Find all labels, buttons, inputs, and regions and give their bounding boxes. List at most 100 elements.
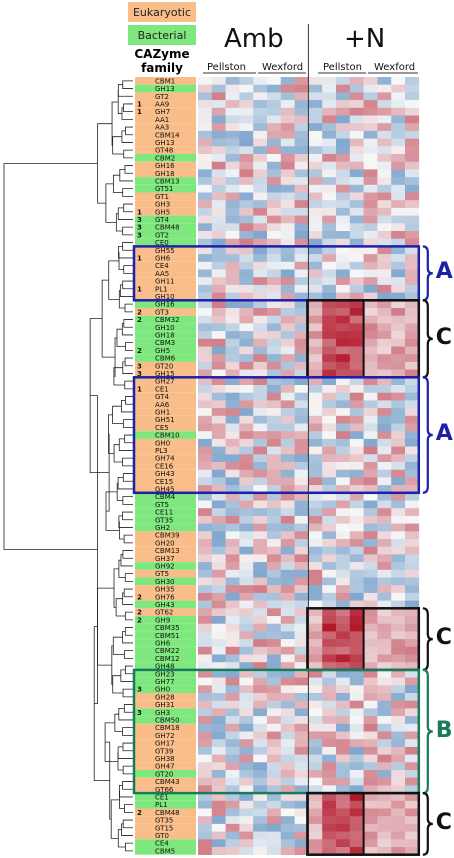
heatmap-cell bbox=[405, 431, 420, 440]
heatmap-cell bbox=[349, 215, 364, 224]
dendrogram-branch bbox=[121, 130, 133, 143]
heatmap-cell bbox=[198, 577, 213, 586]
dendrogram-branch bbox=[125, 342, 133, 351]
family-bg bbox=[135, 592, 196, 601]
heatmap-cell bbox=[377, 385, 392, 393]
heatmap-cell bbox=[363, 315, 378, 324]
heatmap-cell bbox=[322, 100, 337, 109]
heatmap-cell bbox=[267, 184, 282, 193]
heatmap-cell bbox=[239, 477, 254, 486]
heatmap-cell bbox=[322, 77, 337, 85]
heatmap-cell bbox=[253, 438, 268, 447]
heatmap-cell bbox=[363, 200, 378, 209]
heatmap-cell bbox=[336, 777, 351, 786]
heatmap-cell bbox=[377, 477, 392, 486]
heatmap-cell bbox=[239, 338, 254, 347]
heatmap-cell bbox=[308, 200, 323, 209]
heatmap-cell bbox=[294, 431, 309, 440]
heatmap-cell bbox=[363, 523, 378, 532]
cluster-label-A: A bbox=[435, 421, 453, 447]
heatmap-cell bbox=[349, 585, 364, 594]
heatmap-cell bbox=[294, 408, 309, 417]
heatmap-cell bbox=[363, 308, 378, 316]
family-bg bbox=[135, 754, 196, 763]
heatmap-cell bbox=[336, 369, 351, 378]
heatmap-cell bbox=[391, 569, 406, 578]
heatmap-cell bbox=[349, 554, 364, 563]
heatmap-cell bbox=[294, 146, 309, 155]
heatmap-cell bbox=[336, 385, 351, 393]
heatmap-cell bbox=[280, 246, 295, 255]
heatmap-cell bbox=[405, 130, 420, 139]
heatmap-cell bbox=[308, 500, 323, 509]
heatmap-cell bbox=[377, 415, 392, 424]
family-bg bbox=[135, 847, 196, 855]
heatmap-cell bbox=[198, 600, 213, 609]
family-bg bbox=[135, 477, 196, 486]
heatmap-cell bbox=[377, 284, 392, 293]
heatmap-cell bbox=[363, 723, 378, 732]
heatmap-cell bbox=[336, 115, 351, 124]
heatmap-cell bbox=[322, 338, 337, 347]
heatmap-cell bbox=[267, 107, 282, 116]
heatmap-cell bbox=[405, 500, 420, 509]
cluster-bracket bbox=[422, 376, 433, 494]
heatmap-cell bbox=[198, 84, 213, 93]
heatmap-cell bbox=[294, 546, 309, 555]
heatmap-cell bbox=[363, 154, 378, 162]
heatmap-cell bbox=[280, 415, 295, 424]
heatmap-cell bbox=[253, 585, 268, 594]
heatmap-cell bbox=[198, 315, 213, 324]
heatmap-cell bbox=[391, 130, 406, 139]
heatmap-cell bbox=[211, 646, 226, 655]
heatmap-cell bbox=[363, 477, 378, 486]
heatmap-cell bbox=[405, 100, 420, 109]
heatmap-cell bbox=[280, 800, 295, 809]
heatmap-cell bbox=[239, 654, 254, 663]
heatmap-cell bbox=[198, 415, 213, 424]
family-label: GH43 bbox=[155, 601, 175, 609]
heatmap-cell bbox=[211, 423, 226, 432]
dendrogram-branch bbox=[122, 765, 133, 775]
heatmap-cell bbox=[211, 600, 226, 609]
heatmap-cell bbox=[322, 554, 337, 563]
family-label: PL1 bbox=[155, 801, 168, 809]
heatmap-cell bbox=[280, 177, 295, 186]
heatmap-cell bbox=[405, 84, 420, 93]
dendrogram-branch bbox=[121, 400, 133, 413]
heatmap-cell bbox=[211, 369, 226, 378]
heatmap-cell bbox=[391, 184, 406, 193]
heatmap-cell bbox=[405, 631, 420, 640]
heatmap-cell bbox=[253, 847, 268, 855]
heatmap-cell bbox=[336, 539, 351, 547]
heatmap-cell bbox=[308, 816, 323, 825]
heatmap-cell bbox=[349, 708, 364, 717]
heatmap-cell bbox=[391, 431, 406, 440]
heatmap-cell bbox=[405, 254, 420, 263]
heatmap-cell bbox=[391, 284, 406, 293]
heatmap-cell bbox=[280, 215, 295, 224]
heatmap-cell bbox=[322, 839, 337, 848]
heatmap-cell bbox=[239, 592, 254, 601]
dendrogram-branch bbox=[118, 251, 124, 270]
heatmap-cell bbox=[377, 539, 392, 547]
heatmap-cell bbox=[294, 685, 309, 694]
heatmap-cell bbox=[294, 84, 309, 93]
heatmap-cell bbox=[405, 569, 420, 578]
heatmap-cell bbox=[308, 492, 323, 501]
heatmap-cell bbox=[198, 654, 213, 663]
heatmap-cell bbox=[211, 446, 226, 455]
heatmap-cell bbox=[253, 708, 268, 717]
heatmap-cell bbox=[253, 785, 268, 794]
heatmap-cell bbox=[280, 338, 295, 347]
heatmap-cell bbox=[391, 816, 406, 825]
heatmap-cell bbox=[239, 323, 254, 332]
heatmap-cell bbox=[239, 300, 254, 309]
heatmap-cell bbox=[211, 415, 226, 424]
heatmap-cell bbox=[405, 770, 420, 778]
heatmap-cell bbox=[391, 254, 406, 263]
heatmap-cell bbox=[267, 469, 282, 478]
heatmap-cell bbox=[336, 500, 351, 509]
heatmap-cell bbox=[198, 469, 213, 478]
heatmap-cell bbox=[198, 238, 213, 247]
